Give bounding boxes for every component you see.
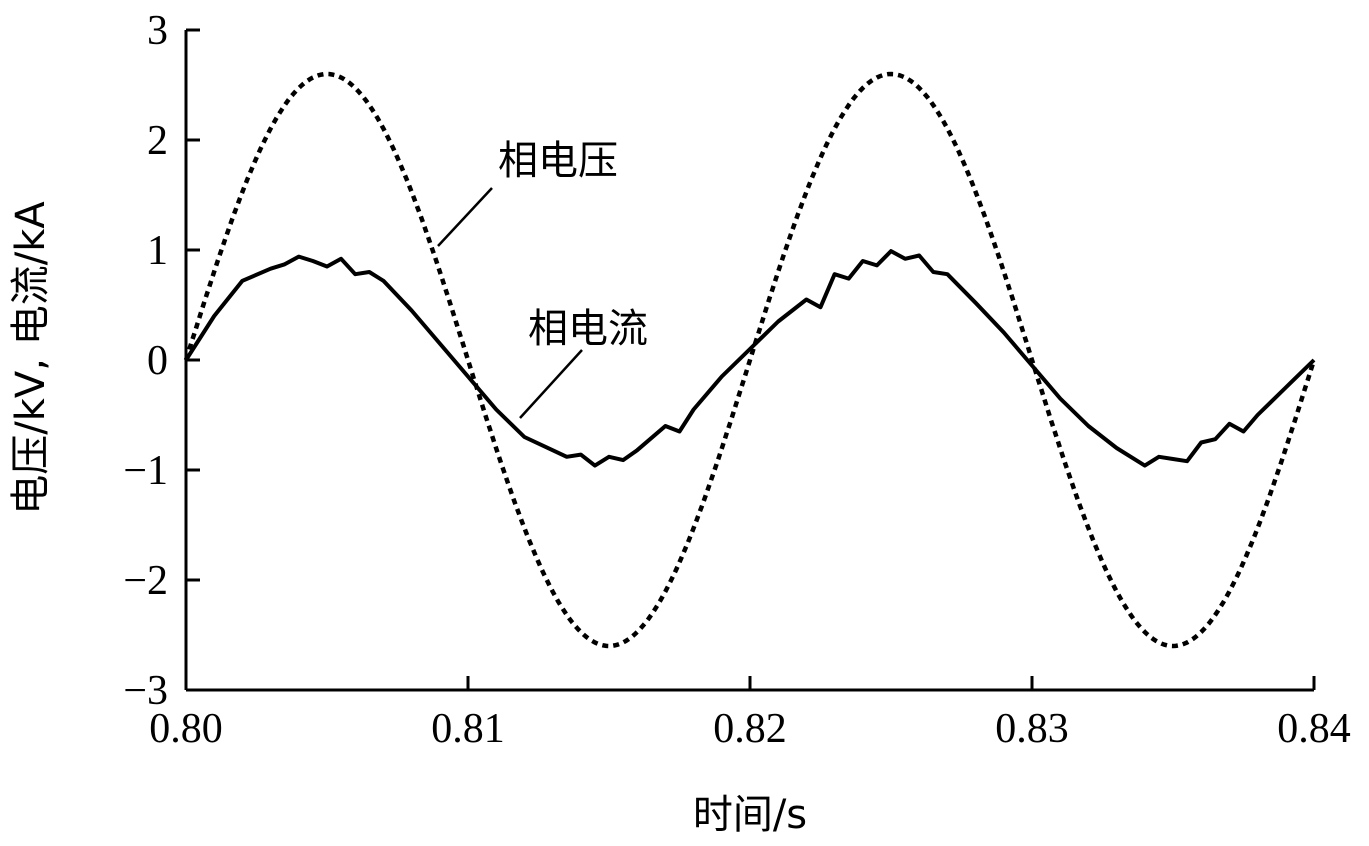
voltage-annotation: 相电压 xyxy=(498,138,618,184)
y-tick-label: −1 xyxy=(123,448,168,494)
x-tick-label: 0.82 xyxy=(713,706,787,752)
x-axis-label: 时间/s xyxy=(693,792,807,838)
plot-area xyxy=(183,71,1317,649)
current-series-line xyxy=(184,249,1316,468)
voltage-leader-line xyxy=(437,187,493,247)
y-axis-label: 电压/kV, 电流/kA xyxy=(8,201,54,515)
x-tick-label: 0.83 xyxy=(995,706,1069,752)
voltage-series-line xyxy=(183,71,1317,649)
current-leader-line xyxy=(519,349,583,419)
y-tick-label: 3 xyxy=(147,8,168,54)
y-tick-label: −3 xyxy=(123,668,168,714)
y-tick-label: 1 xyxy=(147,228,168,274)
x-tick-label: 0.80 xyxy=(149,706,223,752)
x-tick-label: 0.81 xyxy=(431,706,505,752)
x-tick-label: 0.84 xyxy=(1277,706,1351,752)
y-tick-label: 0 xyxy=(147,338,168,384)
axes: 0.80 0.81 0.82 0.83 0.84 3 2 1 0 −1 −2 −3 xyxy=(123,8,1350,752)
y-tick-label: −2 xyxy=(123,558,168,604)
y-tick-label: 2 xyxy=(147,118,168,164)
current-annotation: 相电流 xyxy=(528,306,648,352)
